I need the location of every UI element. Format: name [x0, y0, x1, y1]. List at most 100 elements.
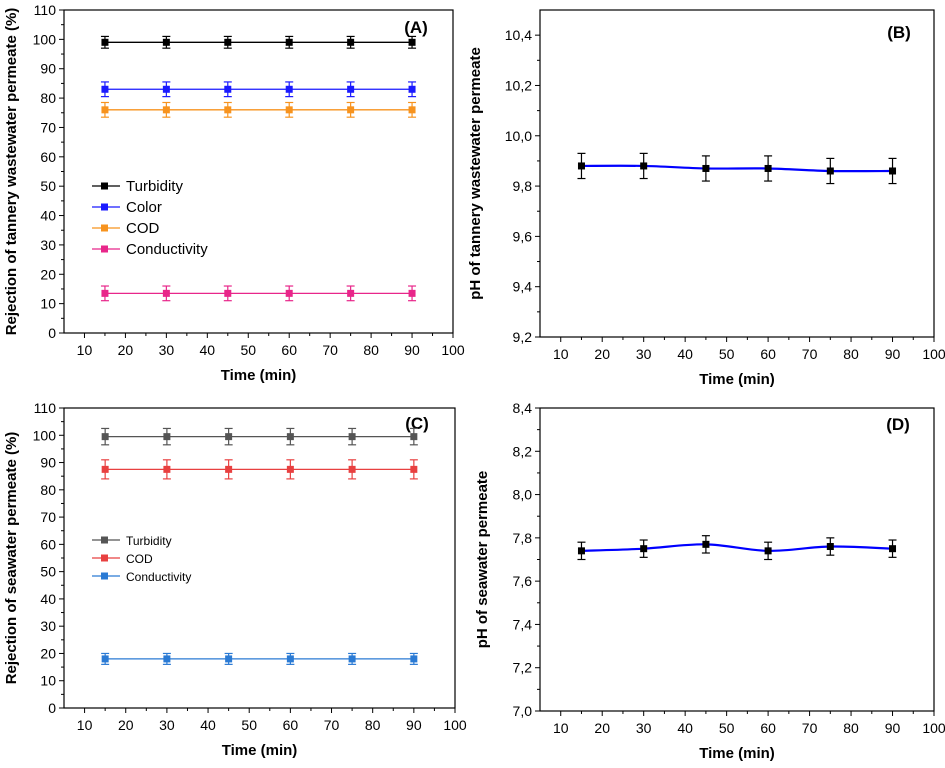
y-tick-label: 30	[40, 237, 56, 253]
y-tick-label: 9,6	[513, 228, 533, 244]
y-tick-label: 50	[40, 178, 56, 194]
data-point	[162, 289, 170, 297]
data-point	[163, 465, 171, 473]
data-point	[286, 655, 294, 663]
x-tick-label: 30	[636, 720, 652, 736]
x-tick-label: 90	[885, 720, 901, 736]
x-tick-label: 70	[322, 342, 338, 358]
y-tick-label: 90	[40, 455, 56, 471]
x-tick-label: 50	[241, 717, 257, 733]
x-tick-label: 20	[118, 342, 134, 358]
data-point	[224, 38, 232, 46]
y-tick-label: 10,4	[505, 27, 532, 43]
legend-item-cod: COD	[92, 552, 153, 566]
data-point	[163, 655, 171, 663]
data-point	[348, 465, 356, 473]
data-point	[225, 433, 233, 441]
y-tick-label: 40	[40, 208, 56, 224]
data-point	[889, 545, 897, 553]
legend-item-conductivity: Conductivity	[92, 241, 208, 258]
data-point	[101, 106, 109, 114]
panel-label: (B)	[887, 23, 911, 42]
data-point	[640, 162, 648, 170]
y-tick-label: 100	[33, 31, 57, 47]
series-cod	[100, 101, 417, 118]
legend-item-cod: COD	[92, 220, 160, 237]
x-tick-label: 10	[553, 346, 569, 362]
legend-item-color: Color	[92, 199, 162, 216]
x-tick-label: 10	[553, 720, 569, 736]
y-tick-label: 10	[40, 296, 56, 312]
series-conductivity	[101, 652, 418, 665]
data-point	[577, 547, 585, 555]
y-tick-label: 9,4	[513, 279, 533, 295]
data-point	[101, 465, 109, 473]
y-tick-label: 10,0	[505, 128, 532, 144]
series-cod	[101, 459, 418, 480]
x-tick-label: 20	[594, 720, 610, 736]
data-point	[347, 289, 355, 297]
x-tick-label: 70	[802, 346, 818, 362]
x-tick-label: 30	[159, 717, 175, 733]
x-tick-label: 100	[922, 346, 945, 362]
series-conductivity	[100, 285, 417, 302]
chart-panel-2: 10 20 30 40 50 60 70 80 90 100 9,2 9,4 9,6 9,8 10,0 10,…	[467, 9, 945, 388]
data-point	[101, 289, 109, 297]
x-tick-label: 40	[200, 342, 216, 358]
data-point	[101, 85, 109, 93]
data-point	[286, 433, 294, 441]
y-tick-label: 8,0	[513, 487, 533, 503]
series-turbidity	[100, 35, 417, 49]
x-axis-title: Time (min)	[222, 742, 298, 759]
legend-marker	[101, 554, 108, 562]
legend-label: Turbidity	[126, 178, 183, 195]
panel-label: (D)	[886, 415, 910, 434]
legend-marker	[101, 536, 108, 544]
y-tick-label: 9,2	[513, 329, 533, 345]
legend: Turbidity COD Conductivity	[92, 534, 191, 584]
y-tick-label: 10	[40, 673, 56, 689]
data-point	[285, 85, 293, 93]
x-tick-label: 70	[802, 720, 818, 736]
x-tick-label: 100	[441, 342, 465, 358]
legend-marker	[101, 245, 108, 253]
x-tick-label: 90	[406, 717, 422, 733]
data-point	[163, 433, 171, 441]
y-tick-label: 7,0	[513, 703, 533, 719]
data-point	[285, 289, 293, 297]
y-tick-label: 80	[40, 482, 56, 498]
data-point	[224, 289, 232, 297]
data-point	[826, 167, 834, 175]
y-tick-label: 70	[40, 119, 56, 135]
x-tick-label: 80	[843, 720, 859, 736]
x-tick-label: 50	[719, 720, 735, 736]
y-axis-title: Rejection of tannery wastewater permeate…	[3, 8, 20, 336]
data-point	[162, 85, 170, 93]
legend-label: Conductivity	[126, 241, 208, 258]
x-axis-title: Time (min)	[221, 367, 297, 384]
x-tick-label: 80	[843, 346, 859, 362]
y-tick-label: 20	[40, 266, 56, 282]
data-point	[285, 38, 293, 46]
legend: Turbidity Color COD Conductivity	[92, 178, 208, 258]
y-tick-label: 8,4	[513, 400, 533, 416]
plot-frame	[63, 407, 456, 709]
data-point	[577, 162, 585, 170]
data-point	[224, 85, 232, 93]
y-tick-label: 20	[40, 645, 56, 661]
y-tick-label: 110	[34, 2, 57, 18]
data-point	[224, 106, 232, 114]
x-tick-label: 60	[283, 717, 299, 733]
x-tick-label: 100	[922, 720, 945, 736]
y-tick-label: 40	[40, 591, 56, 607]
legend-label: COD	[126, 552, 153, 566]
data-point	[408, 38, 416, 46]
data-point	[162, 38, 170, 46]
plot-frame	[539, 9, 935, 338]
y-tick-label: 10,2	[505, 77, 532, 93]
chart-panel-4: 10 20 30 40 50 60 70 80 90 100 7,0 7,2 7,4 7,6 7,8 8,0 8…	[474, 400, 945, 762]
panel-label: (A)	[404, 18, 428, 37]
series-line	[581, 164, 893, 173]
data-point	[702, 164, 710, 172]
